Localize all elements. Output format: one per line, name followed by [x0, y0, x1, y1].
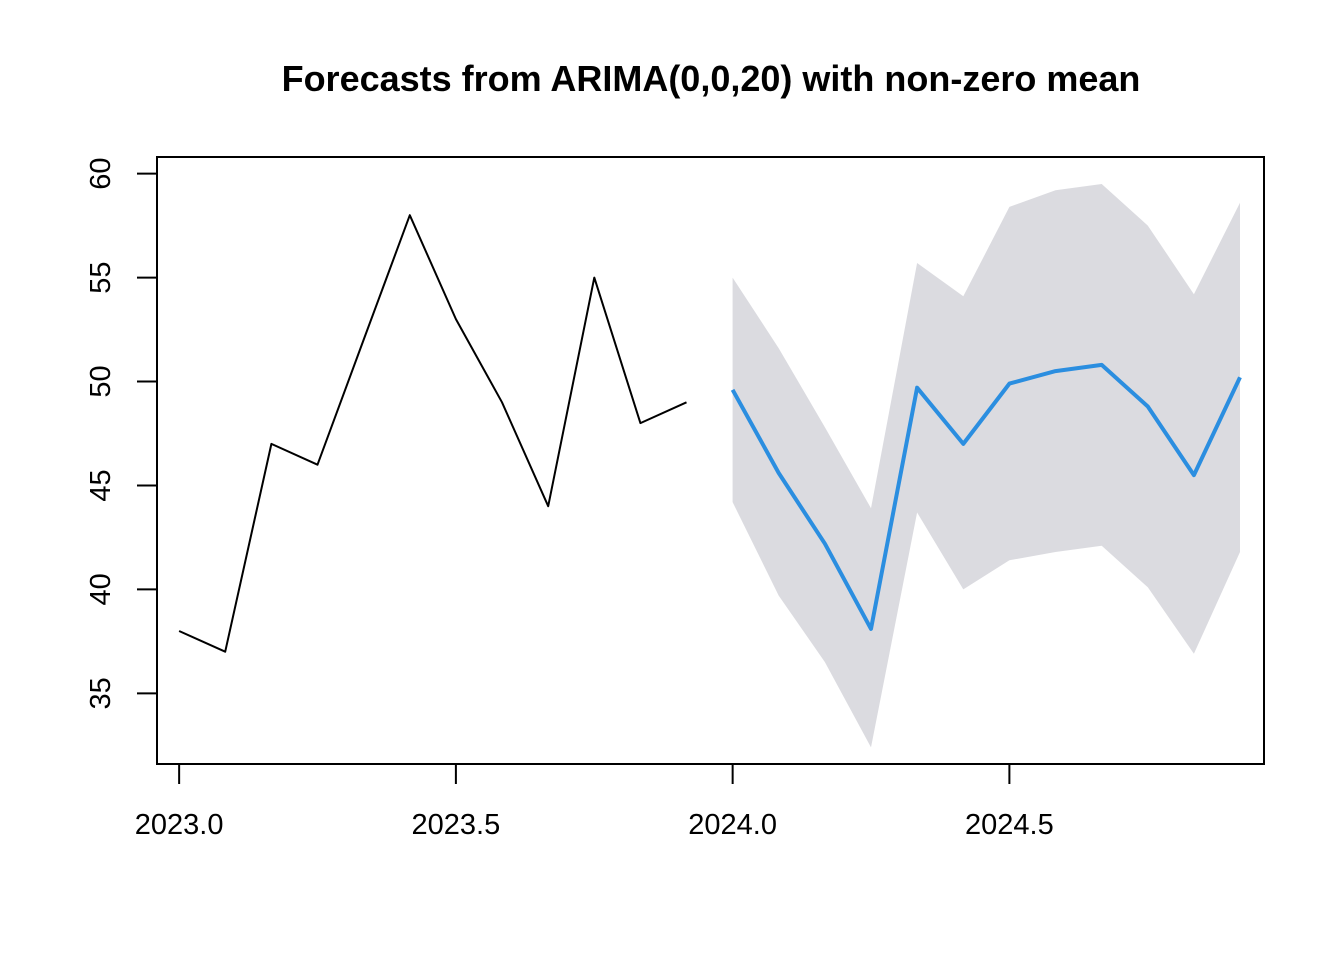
x-tick-label: 2023.5 — [412, 809, 501, 841]
y-tick-label: 55 — [85, 261, 117, 293]
prediction-interval-band — [732, 184, 1240, 748]
plot-area — [178, 184, 1242, 748]
x-tick-label: 2023.0 — [135, 809, 224, 841]
y-tick-label: 40 — [85, 573, 117, 605]
axes: 2023.0 2023.5 2024.0 2024.5 35 40 45 50 55 60 — [85, 157, 1054, 841]
y-tick-label: 50 — [85, 365, 117, 397]
y-tick-label: 45 — [85, 469, 117, 501]
x-tick-label: 2024.5 — [965, 809, 1054, 841]
observed-series-line — [178, 214, 687, 653]
x-tick-label: 2024.0 — [688, 809, 777, 841]
forecast-series-line — [730, 362, 1242, 631]
chart-title: Forecasts from ARIMA(0,0,20) with non-ze… — [282, 58, 1141, 99]
y-tick-label: 35 — [85, 677, 117, 709]
y-tick-label: 60 — [85, 157, 117, 189]
